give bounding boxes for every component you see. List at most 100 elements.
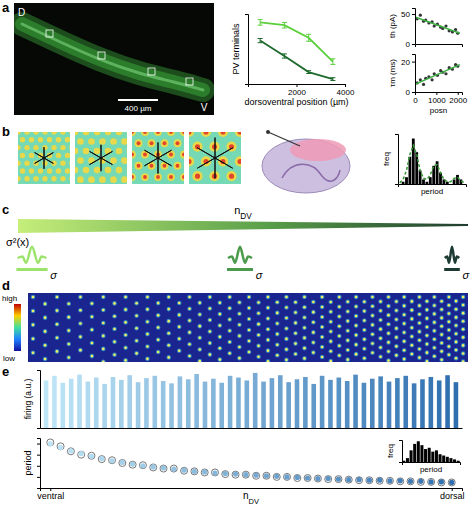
activity-peak (440, 358, 443, 361)
activity-halo (378, 345, 383, 350)
bar (403, 376, 408, 428)
bar (236, 378, 241, 428)
activity-halo (311, 340, 316, 345)
activity-halo (454, 340, 459, 345)
axis-title: nDV (243, 490, 259, 506)
activity-peak (91, 355, 94, 358)
activity-halo (166, 355, 171, 360)
activity-peak (433, 346, 436, 349)
activity-halo (156, 325, 161, 330)
bar (245, 380, 250, 428)
activity-peak (124, 334, 127, 337)
activity-peak (294, 332, 297, 335)
activity-halo (66, 328, 71, 333)
activity-peak (371, 342, 374, 345)
histogram-bar (446, 182, 449, 184)
activity-halo (156, 350, 161, 355)
micrograph: 400 µmDV (14, 3, 214, 115)
activity-peak (440, 342, 443, 345)
activity-peak (303, 306, 306, 309)
activity-peak (294, 342, 297, 345)
point (428, 478, 435, 485)
panel-letter: a (2, 0, 10, 15)
activity-halo (145, 332, 150, 337)
activity-halo (328, 339, 333, 344)
activity-halo (66, 315, 71, 320)
activity-halo (362, 299, 367, 304)
activity-peak (248, 318, 251, 321)
tissue-band (22, 24, 203, 90)
activity-peak (238, 335, 241, 338)
tick: 1000 (428, 92, 446, 105)
axis-line (416, 45, 463, 48)
activity-halo (237, 334, 242, 339)
bar (111, 377, 116, 428)
activity-halo (78, 308, 83, 313)
activity-halo (447, 336, 452, 341)
pattern-background (18, 132, 70, 184)
activity-peak (403, 331, 406, 334)
activity-halo (386, 304, 391, 309)
activity-halo (208, 306, 213, 311)
point (398, 478, 403, 483)
activity-halo (386, 313, 391, 318)
axis-title: th (pA) (388, 14, 397, 38)
activity-peak (329, 320, 332, 323)
pattern-blob (83, 148, 90, 155)
error-bar-cap (258, 25, 263, 26)
point (89, 454, 94, 459)
activity-halo (320, 305, 325, 310)
activity-halo (227, 317, 232, 322)
series-line (260, 41, 333, 80)
activity-peak (294, 322, 297, 325)
activity-peak (146, 358, 149, 361)
activity-halo (90, 341, 95, 346)
activity-halo (362, 328, 367, 333)
activity-halo (370, 304, 375, 309)
activity-peak (219, 301, 222, 304)
activity-peak (426, 343, 429, 346)
activity-peak (124, 296, 127, 299)
activity-halo (417, 295, 422, 300)
pattern-peak (132, 153, 134, 157)
pattern-blob (180, 173, 184, 181)
pattern-background (75, 132, 127, 184)
activity-peak (440, 325, 443, 328)
activity-halo (362, 309, 367, 314)
activity-peak (102, 348, 105, 351)
activity-halo (302, 305, 307, 310)
tick: 2000 (288, 84, 306, 97)
activity-peak (178, 314, 181, 317)
point (109, 458, 114, 463)
activity-peak (363, 357, 366, 360)
activity-halo (43, 329, 48, 334)
pattern-blob (75, 167, 78, 174)
pattern-blob (47, 137, 52, 142)
tick-mark (412, 62, 415, 63)
activity-peak (257, 301, 260, 304)
axis-star (144, 150, 171, 166)
pattern-blob (29, 137, 34, 142)
activity-peak (178, 302, 181, 305)
activity-halo (362, 356, 367, 361)
activity-halo (218, 346, 223, 351)
activity-peak (395, 327, 398, 330)
pattern-blob (24, 176, 29, 181)
activity-halo (320, 345, 325, 350)
bar (387, 382, 392, 428)
activity-peak (379, 328, 382, 331)
activity-halo (145, 307, 150, 312)
activity-halo (266, 359, 271, 362)
error-bar-stem (284, 22, 285, 28)
pattern-peak (176, 141, 180, 145)
activity-halo (293, 300, 298, 305)
point (345, 476, 352, 483)
axis-line (41, 489, 463, 492)
point (253, 472, 260, 479)
histogram-bar (402, 182, 405, 184)
activity-halo (354, 314, 359, 319)
activity-peak (248, 329, 251, 332)
tick (37, 444, 40, 445)
activity-halo (402, 330, 407, 335)
activity-halo (320, 355, 325, 360)
